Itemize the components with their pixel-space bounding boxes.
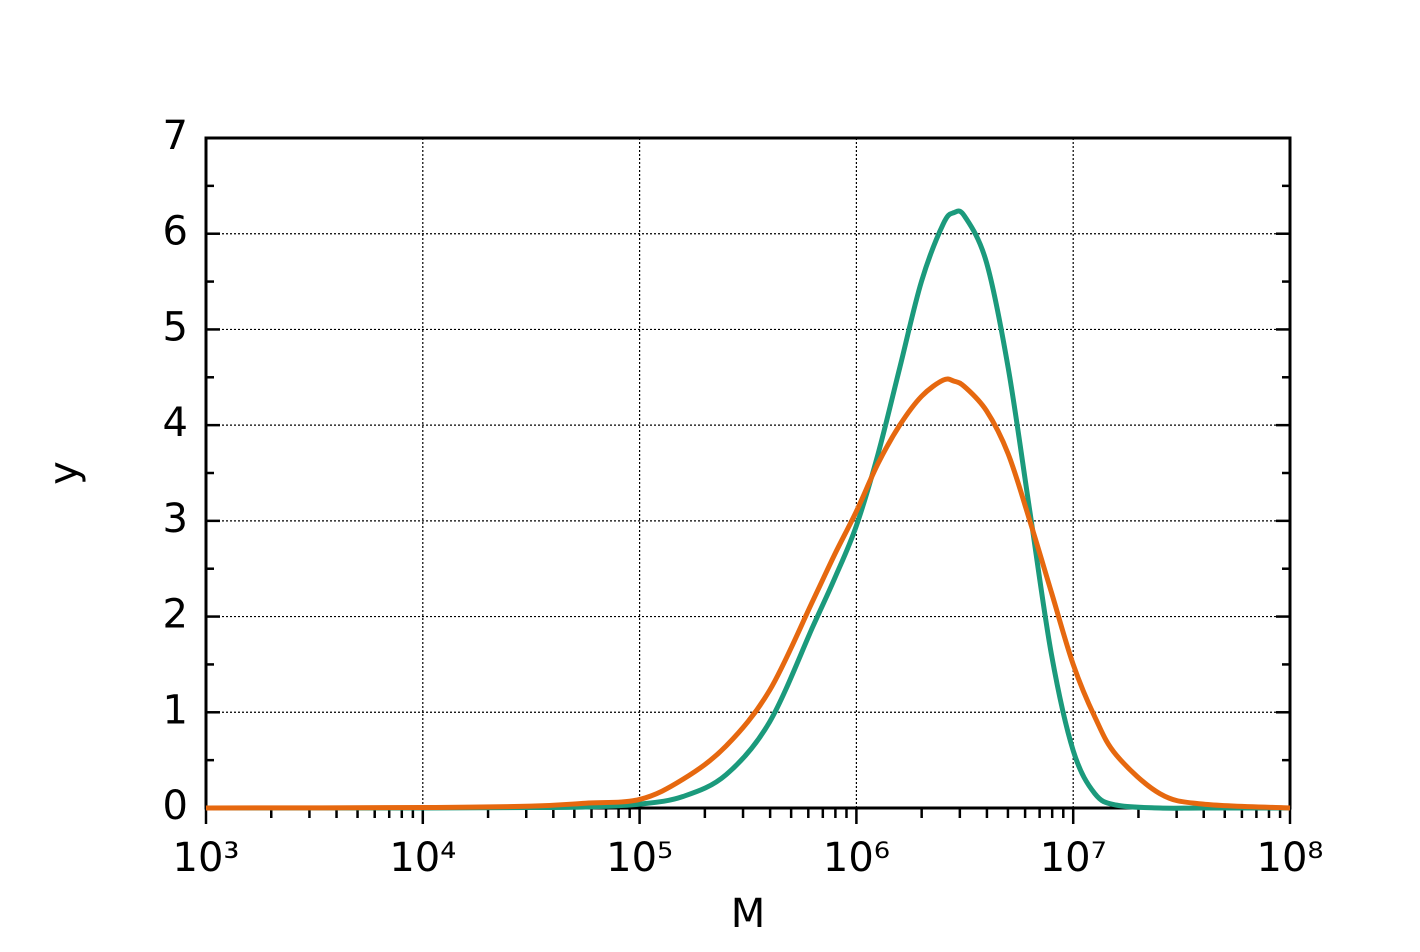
x-tick-label: 10³ xyxy=(173,835,240,881)
x-axis-label: M xyxy=(731,891,766,937)
y-tick-label: 2 xyxy=(163,592,188,638)
y-tick-label: 3 xyxy=(163,496,188,542)
x-tick-label: 10⁶ xyxy=(823,835,890,881)
plot-frame xyxy=(204,136,1292,810)
y-tick-label: 4 xyxy=(163,400,188,446)
x-tick-label: 10⁵ xyxy=(606,835,673,881)
y-tick-label: 0 xyxy=(163,783,188,829)
y-tick-label: 7 xyxy=(163,113,188,159)
line-series xyxy=(205,208,1290,811)
line-series xyxy=(205,376,1291,811)
x-tick-label: 10⁸ xyxy=(1257,835,1324,881)
y-tick-label: 6 xyxy=(163,209,188,255)
x-tick-label: 10⁴ xyxy=(389,835,456,881)
x-tick-label: 10⁷ xyxy=(1040,835,1107,881)
y-axis-label: y xyxy=(41,461,87,485)
y-tick-label: 1 xyxy=(163,687,188,733)
y-tick-label: 5 xyxy=(163,304,188,350)
